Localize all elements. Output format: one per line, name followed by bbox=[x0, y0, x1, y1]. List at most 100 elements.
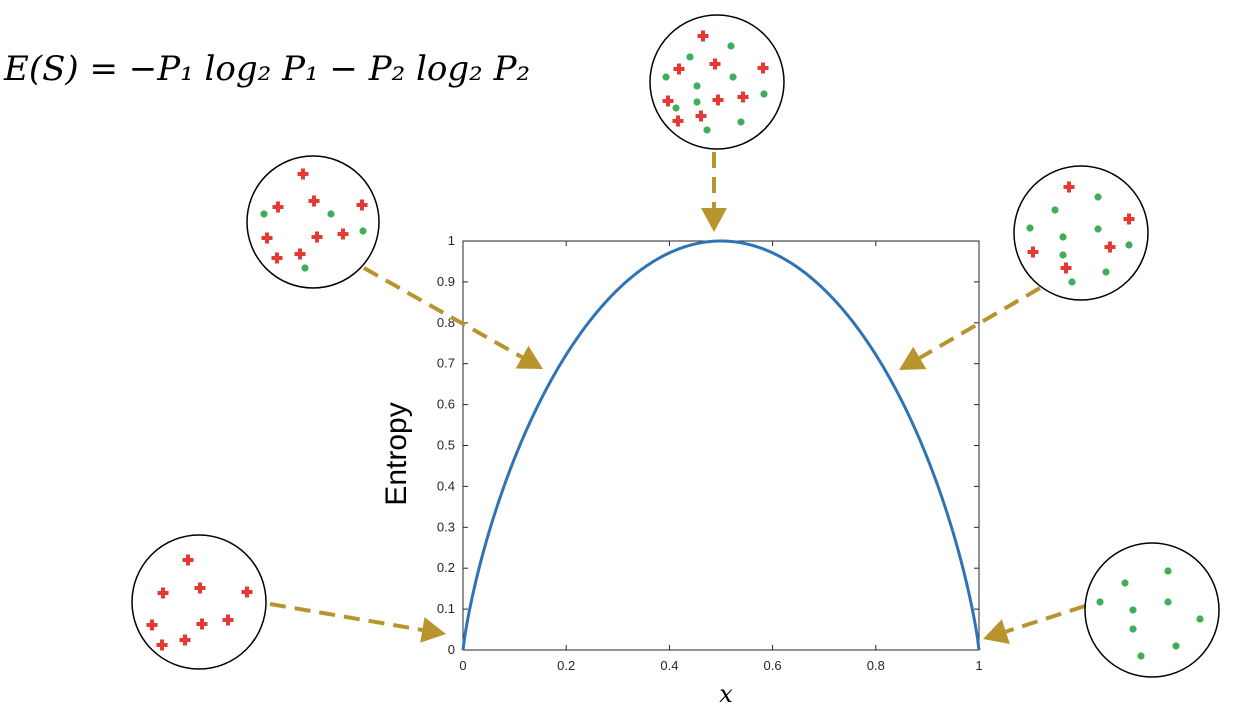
entropy-formula: E(S) = −P₁ log₂ P₁ − P₂ log₂ P₂ bbox=[3, 49, 530, 89]
positive-sample bbox=[186, 554, 190, 566]
x-tick-label: 0.2 bbox=[557, 658, 575, 673]
arrows bbox=[269, 152, 1086, 644]
positive-sample bbox=[699, 110, 703, 122]
sample-set-upper-left bbox=[246, 155, 380, 289]
positive-sample bbox=[226, 614, 230, 626]
x-tick-label: 0.6 bbox=[764, 658, 782, 673]
positive-sample bbox=[265, 232, 269, 244]
positive-sample bbox=[301, 168, 305, 180]
positive-sample bbox=[161, 587, 165, 599]
negative-sample bbox=[693, 82, 701, 90]
positive-sample bbox=[1031, 246, 1035, 258]
sample-circle bbox=[1013, 165, 1149, 301]
x-tick-label: 1 bbox=[975, 658, 982, 673]
positive-sample bbox=[312, 195, 316, 207]
dashed-arrow-line bbox=[918, 286, 1042, 360]
negative-sample bbox=[1096, 598, 1104, 606]
arrow-head bbox=[420, 617, 446, 643]
positive-sample bbox=[1064, 262, 1068, 274]
positive-sample bbox=[160, 639, 164, 651]
negative-sample bbox=[693, 98, 701, 106]
positive-sample bbox=[298, 248, 302, 260]
negative-sample bbox=[1164, 567, 1172, 575]
negative-sample bbox=[686, 53, 694, 61]
positive-sample bbox=[198, 582, 202, 594]
negative-sample bbox=[729, 73, 737, 81]
positive-sample bbox=[315, 231, 319, 243]
arrow-head bbox=[701, 208, 727, 232]
dashed-arrow-line bbox=[1005, 604, 1086, 634]
y-tick-label: 0.6 bbox=[437, 397, 455, 412]
axes-box bbox=[462, 240, 980, 651]
positive-sample bbox=[150, 619, 154, 631]
y-tick-label: 0.2 bbox=[437, 560, 455, 575]
y-tick-label: 0.9 bbox=[437, 274, 455, 289]
arrow-head bbox=[899, 346, 927, 370]
x-axis-label: x bbox=[719, 680, 733, 708]
plot-area: 0 0.2 0.4 0.6 0.8 100.10.20.30.40.50.60.70.80… bbox=[437, 233, 983, 673]
sample-set-top-center bbox=[649, 14, 785, 150]
y-tick-label: 0.5 bbox=[437, 438, 455, 453]
positive-sample bbox=[276, 201, 280, 213]
sample-circle bbox=[649, 14, 785, 150]
negative-sample bbox=[260, 210, 268, 218]
positive-sample bbox=[275, 252, 279, 264]
y-tick-label: 0 bbox=[448, 642, 455, 657]
sample-set-bottom-right bbox=[1084, 542, 1220, 678]
sample-circle bbox=[131, 534, 267, 670]
positive-sample bbox=[360, 199, 364, 211]
y-tick-label: 1 bbox=[448, 233, 455, 248]
negative-sample bbox=[1137, 652, 1145, 660]
sample-set-upper-right bbox=[1013, 165, 1149, 301]
negative-sample bbox=[737, 118, 745, 126]
dashed-arrow-line bbox=[363, 266, 524, 359]
negative-sample bbox=[1059, 251, 1067, 259]
negative-sample bbox=[1164, 598, 1172, 606]
positive-sample bbox=[761, 62, 765, 74]
negative-sample bbox=[1121, 579, 1129, 587]
y-tick-label: 0.3 bbox=[437, 519, 455, 534]
positive-sample bbox=[701, 30, 705, 42]
negative-sample bbox=[1059, 233, 1067, 241]
negative-sample bbox=[1129, 625, 1137, 633]
sample-circle bbox=[246, 155, 380, 289]
negative-sample bbox=[359, 227, 367, 235]
negative-sample bbox=[1196, 615, 1204, 623]
negative-sample bbox=[1172, 642, 1180, 650]
negative-sample bbox=[1094, 225, 1102, 233]
positive-sample bbox=[666, 95, 670, 107]
negative-sample bbox=[662, 73, 670, 81]
positive-sample bbox=[1127, 213, 1131, 225]
positive-sample bbox=[341, 228, 345, 240]
negative-sample bbox=[1125, 241, 1133, 249]
arrow-head bbox=[515, 345, 543, 369]
negative-sample bbox=[1129, 606, 1137, 614]
x-tick-label: 0.8 bbox=[867, 658, 885, 673]
dashed-arrow-line bbox=[269, 602, 423, 632]
sample-sets bbox=[131, 14, 1220, 678]
positive-sample bbox=[676, 115, 680, 127]
positive-sample bbox=[183, 634, 187, 646]
positive-sample bbox=[200, 618, 204, 630]
negative-sample bbox=[760, 90, 768, 98]
arrow-head bbox=[983, 619, 1010, 644]
y-tick-label: 0.1 bbox=[437, 601, 455, 616]
y-tick-label: 0.7 bbox=[437, 356, 455, 371]
negative-sample bbox=[1051, 206, 1059, 214]
negative-sample bbox=[301, 264, 309, 272]
y-axis-label: Entropy bbox=[380, 402, 413, 505]
positive-sample bbox=[716, 94, 720, 106]
negative-sample bbox=[1102, 268, 1110, 276]
positive-sample bbox=[677, 63, 681, 75]
negative-sample bbox=[1026, 224, 1034, 232]
x-tick-label: 0 bbox=[459, 658, 466, 673]
negative-sample bbox=[727, 42, 735, 50]
positive-sample bbox=[1067, 181, 1071, 193]
negative-sample bbox=[672, 104, 680, 112]
positive-sample bbox=[245, 586, 249, 598]
negative-sample bbox=[1068, 278, 1076, 286]
negative-sample bbox=[327, 210, 335, 218]
sample-set-bottom-left bbox=[131, 534, 267, 670]
positive-sample bbox=[713, 58, 717, 70]
positive-sample bbox=[741, 91, 745, 103]
